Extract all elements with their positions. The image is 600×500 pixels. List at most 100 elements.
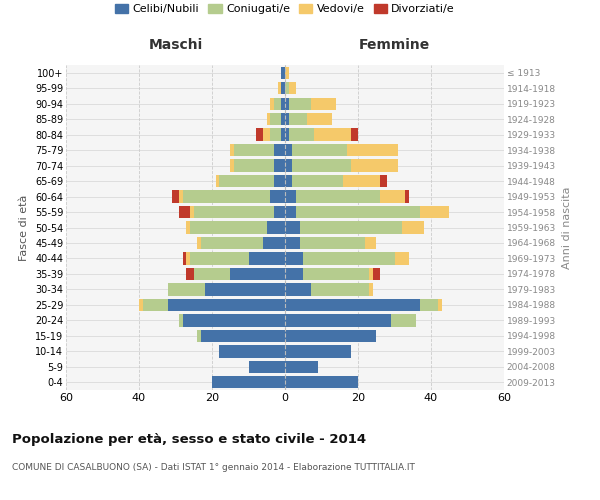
Bar — [281, 82, 285, 94]
Bar — [187, 252, 190, 264]
Bar — [168, 283, 205, 296]
Bar — [201, 330, 285, 342]
Bar — [183, 190, 271, 202]
Bar — [299, 237, 365, 249]
Bar — [285, 66, 289, 79]
Bar — [248, 252, 285, 264]
Bar — [285, 190, 296, 202]
Bar — [380, 190, 406, 202]
Bar — [234, 160, 274, 172]
Bar — [205, 283, 285, 296]
Bar — [285, 222, 299, 234]
Bar — [343, 175, 380, 188]
Bar — [278, 82, 281, 94]
Bar — [234, 144, 274, 156]
Bar — [190, 222, 267, 234]
Bar — [285, 268, 303, 280]
Bar — [303, 268, 369, 280]
Bar — [271, 190, 285, 202]
Bar — [350, 160, 398, 172]
Bar — [296, 190, 380, 202]
Bar — [285, 252, 303, 264]
Bar — [285, 206, 296, 218]
Bar — [391, 314, 416, 326]
Bar — [190, 206, 194, 218]
Bar — [292, 144, 347, 156]
Bar — [373, 268, 380, 280]
Bar — [347, 144, 398, 156]
Bar — [183, 252, 187, 264]
Bar — [285, 298, 420, 311]
Bar — [285, 330, 376, 342]
Text: COMUNE DI CASALBUONO (SA) - Dati ISTAT 1° gennaio 2014 - Elaborazione TUTTITALIA: COMUNE DI CASALBUONO (SA) - Dati ISTAT 1… — [12, 463, 415, 472]
Bar — [420, 298, 438, 311]
Bar — [420, 206, 449, 218]
Bar — [201, 237, 263, 249]
Bar — [285, 237, 299, 249]
Bar — [292, 175, 343, 188]
Bar — [314, 128, 350, 141]
Bar — [274, 144, 285, 156]
Bar — [289, 82, 296, 94]
Text: Popolazione per età, sesso e stato civile - 2014: Popolazione per età, sesso e stato civil… — [12, 432, 366, 446]
Bar — [215, 175, 220, 188]
Bar — [230, 268, 285, 280]
Bar — [285, 113, 289, 126]
Bar — [271, 98, 274, 110]
Bar — [311, 98, 336, 110]
Bar — [256, 128, 263, 141]
Bar — [274, 206, 285, 218]
Bar — [285, 360, 318, 373]
Bar — [220, 345, 285, 358]
Bar — [285, 314, 391, 326]
Bar — [274, 175, 285, 188]
Bar — [267, 113, 271, 126]
Bar — [285, 376, 358, 388]
Bar — [285, 144, 292, 156]
Bar — [179, 314, 183, 326]
Bar — [285, 82, 289, 94]
Bar — [402, 222, 424, 234]
Bar — [281, 128, 285, 141]
Bar — [303, 252, 395, 264]
Bar — [281, 98, 285, 110]
Legend: Celibi/Nubili, Coniugati/e, Vedovi/e, Divorziati/e: Celibi/Nubili, Coniugati/e, Vedovi/e, Di… — [110, 0, 460, 18]
Y-axis label: Anni di nascita: Anni di nascita — [562, 186, 572, 269]
Bar — [230, 160, 234, 172]
Bar — [285, 98, 289, 110]
Bar — [168, 298, 285, 311]
Bar — [263, 237, 285, 249]
Bar — [289, 98, 311, 110]
Bar — [311, 283, 369, 296]
Bar — [369, 283, 373, 296]
Bar — [143, 298, 168, 311]
Bar — [248, 360, 285, 373]
Bar — [299, 222, 402, 234]
Bar — [350, 128, 358, 141]
Bar — [263, 128, 271, 141]
Bar — [281, 66, 285, 79]
Bar — [296, 206, 420, 218]
Bar — [183, 314, 285, 326]
Bar — [172, 190, 179, 202]
Bar — [380, 175, 387, 188]
Bar — [289, 128, 314, 141]
Y-axis label: Fasce di età: Fasce di età — [19, 194, 29, 260]
Bar — [187, 268, 194, 280]
Bar — [220, 175, 274, 188]
Bar — [271, 128, 281, 141]
Text: Femmine: Femmine — [359, 38, 430, 52]
Bar — [285, 128, 289, 141]
Bar — [197, 330, 201, 342]
Bar — [267, 222, 285, 234]
Bar — [212, 376, 285, 388]
Bar — [194, 268, 230, 280]
Bar — [285, 175, 292, 188]
Bar — [197, 237, 201, 249]
Bar — [194, 206, 274, 218]
Bar — [190, 252, 248, 264]
Bar — [285, 160, 292, 172]
Bar — [285, 345, 350, 358]
Bar — [281, 113, 285, 126]
Bar — [406, 190, 409, 202]
